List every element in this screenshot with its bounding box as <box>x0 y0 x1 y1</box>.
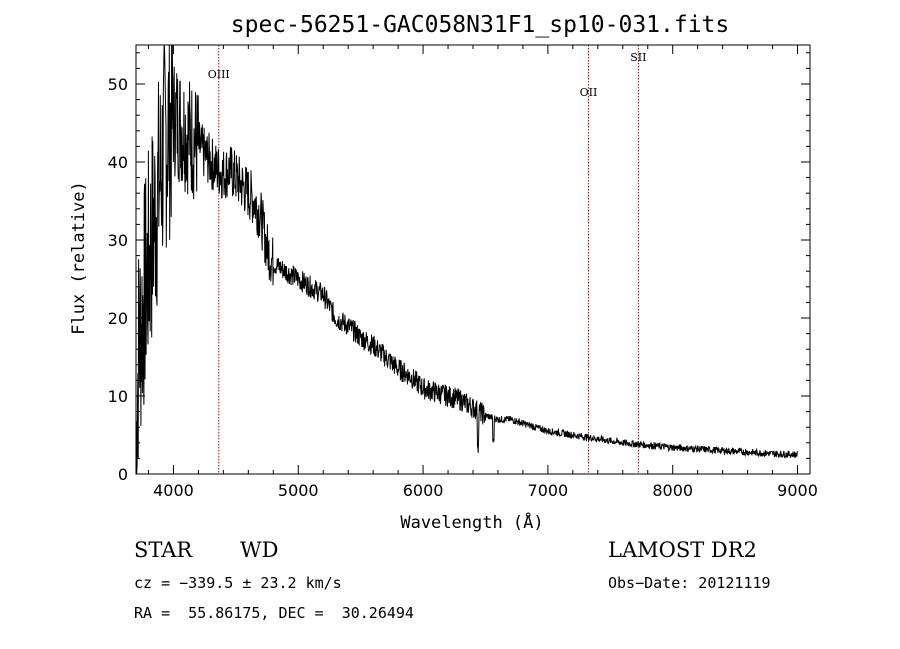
y-tick-label: 50 <box>108 75 128 94</box>
plot-frame <box>135 44 811 475</box>
axes: 4000 5000 6000 7000 8000 9000 0 10 20 30 40 50 <box>108 44 818 500</box>
spectrum-line <box>135 44 798 475</box>
y-tick-label: 10 <box>108 387 128 406</box>
emission-lines: OIII OII SII <box>208 45 646 474</box>
x-axis-label: Wavelength (Å) <box>400 511 543 533</box>
object-class: STAR <box>134 538 193 562</box>
x-tick-label: 8000 <box>652 481 693 500</box>
x-tick-label: 9000 <box>777 481 818 500</box>
survey-name: LAMOST DR2 <box>608 538 757 562</box>
y-tick-label: 30 <box>108 231 128 250</box>
x-tick-label: 5000 <box>278 481 319 500</box>
x-tick-label: 7000 <box>528 481 569 500</box>
y-tick-label: 40 <box>108 153 128 172</box>
chart-title: spec-56251-GAC058N31F1_sp10-031.fits <box>231 12 730 38</box>
x-tick-label: 6000 <box>403 481 444 500</box>
coordinates: RA = 55.86175, DEC = 30.26494 <box>134 604 414 622</box>
emission-line-label: SII <box>630 51 646 64</box>
object-subclass: WD <box>240 538 279 562</box>
y-tick-label: 20 <box>108 309 128 328</box>
emission-line-label: OIII <box>208 68 230 81</box>
observation-date: Obs−Date: 20121119 <box>608 574 771 592</box>
emission-line-label: OII <box>580 86 598 99</box>
x-tick-label: 4000 <box>153 481 194 500</box>
redshift-cz: cz = −339.5 ± 23.2 km/s <box>134 574 342 592</box>
y-tick-label: 0 <box>118 465 128 484</box>
y-axis-label: Flux (relative) <box>69 181 89 335</box>
